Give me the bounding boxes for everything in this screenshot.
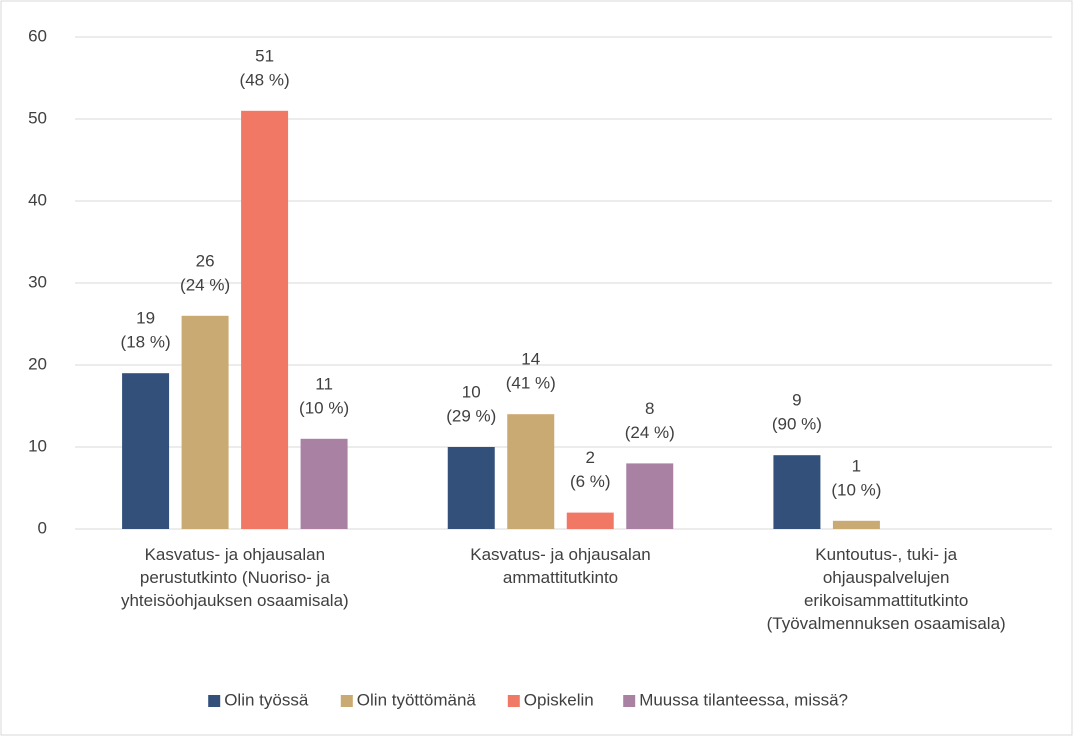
value-label: 26 <box>196 251 215 270</box>
bar <box>626 463 674 529</box>
value-label: 11 <box>315 374 333 393</box>
legend-swatch <box>623 695 636 707</box>
y-tick-label: 20 <box>28 354 47 373</box>
value-label: 1 <box>852 456 861 475</box>
value-label: 10 <box>462 382 481 401</box>
x-tick-label: Kasvatus- ja ohjausalan perustutkinto (N… <box>120 545 349 610</box>
legend-swatch <box>208 695 221 707</box>
legend-label: Opiskelin <box>524 690 594 709</box>
x-tick-label: Kuntoutus-, tuki- ja ohjauspalvelujen er… <box>766 545 1006 633</box>
legend-label: Olin työttömänä <box>357 690 477 709</box>
bar <box>241 110 289 530</box>
value-label: (41 %) <box>506 374 556 393</box>
bar <box>832 520 880 529</box>
legend-swatch <box>507 695 520 707</box>
value-label: (90 %) <box>772 415 822 434</box>
bar <box>773 455 821 529</box>
value-label: 51 <box>255 46 274 65</box>
bar <box>566 512 614 529</box>
bar <box>447 447 495 529</box>
y-tick-label: 40 <box>28 190 47 209</box>
x-tick-label: Kasvatus- ja ohjausalan ammattitutkinto <box>470 545 651 587</box>
value-label: (48 %) <box>240 70 290 89</box>
value-label: (6 %) <box>570 472 611 491</box>
value-label: 8 <box>645 399 654 418</box>
value-label: (18 %) <box>121 333 171 352</box>
value-label: (10 %) <box>299 398 349 417</box>
value-label: (10 %) <box>831 480 881 499</box>
bar <box>122 373 170 529</box>
bar <box>300 438 348 529</box>
value-label: (24 %) <box>180 275 230 294</box>
y-tick-label: 0 <box>38 518 47 537</box>
value-label: (24 %) <box>625 423 675 442</box>
legend-label: Olin työssä <box>224 690 309 709</box>
y-tick-label: 30 <box>28 272 47 291</box>
y-tick-label: 50 <box>28 108 47 127</box>
y-tick-label: 10 <box>28 436 47 455</box>
y-tick-label: 60 <box>28 26 47 45</box>
bar <box>181 315 229 529</box>
value-label: 9 <box>792 391 801 410</box>
bar <box>507 414 555 529</box>
value-label: 14 <box>521 350 540 369</box>
value-label: (29 %) <box>446 406 496 425</box>
legend-label: Muussa tilanteessa, missä? <box>639 690 848 709</box>
value-label: 2 <box>586 448 595 467</box>
legend-swatch <box>340 695 353 707</box>
value-label: 19 <box>136 309 155 328</box>
